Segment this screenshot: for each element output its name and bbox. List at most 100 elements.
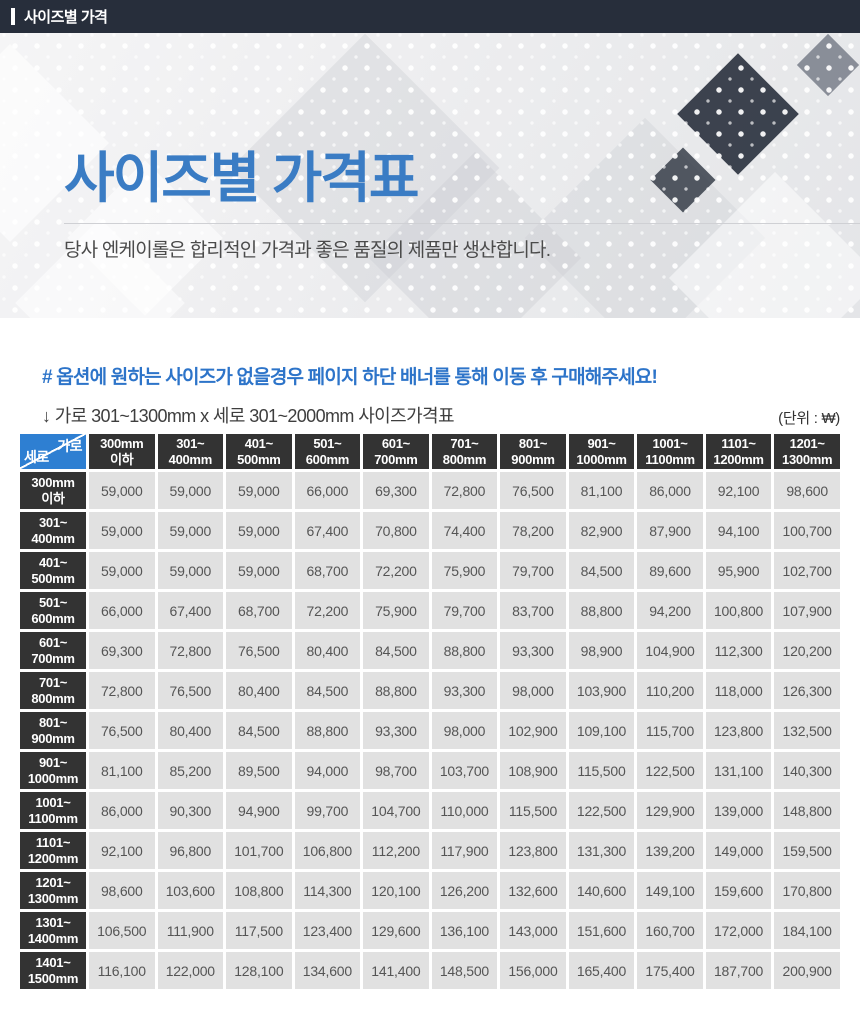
price-cell: 132,500: [774, 712, 840, 749]
price-cell: 84,500: [568, 552, 635, 589]
price-cell: 84,500: [226, 712, 292, 749]
price-cell: 102,900: [500, 712, 566, 749]
price-cell: 67,400: [157, 592, 224, 629]
column-header: 1201~ 1300mm: [774, 434, 840, 469]
title-accent-bar: [11, 8, 15, 25]
price-cell: 94,000: [294, 752, 361, 789]
price-cell: 76,500: [226, 632, 292, 669]
price-cell: 96,800: [157, 832, 224, 869]
price-cell: 94,200: [637, 592, 703, 629]
price-cell: 88,800: [363, 672, 429, 709]
table-row: 1301~ 1400mm 106,500 111,900 117,500 123,400…: [20, 912, 840, 949]
row-header: 1301~ 1400mm: [20, 912, 86, 949]
price-cell: 59,000: [157, 552, 224, 589]
price-cell: 117,500: [226, 912, 292, 949]
price-cell: 104,900: [637, 632, 703, 669]
row-header: 1401~ 1500mm: [20, 952, 86, 989]
column-header: 301~ 400mm: [157, 434, 224, 469]
price-cell: 129,600: [363, 912, 429, 949]
price-cell: 170,800: [774, 872, 840, 909]
column-header: 501~ 600mm: [294, 434, 361, 469]
table-row: 701~ 800mm 72,800 76,500 80,400 84,500 88,800…: [20, 672, 840, 709]
price-cell: 84,500: [363, 632, 429, 669]
column-header: 601~ 700mm: [363, 434, 429, 469]
price-cell: 112,300: [705, 632, 772, 669]
price-cell: 66,000: [89, 592, 155, 629]
column-header: 801~ 900mm: [500, 434, 566, 469]
price-cell: 93,300: [431, 672, 498, 709]
price-cell: 114,300: [294, 872, 361, 909]
price-cell: 76,500: [157, 672, 224, 709]
price-cell: 98,900: [568, 632, 635, 669]
price-cell: 94,900: [226, 792, 292, 829]
row-header: 1201~ 1300mm: [20, 872, 86, 909]
price-cell: 78,200: [500, 512, 566, 549]
price-cell: 89,600: [637, 552, 703, 589]
price-cell: 98,000: [500, 672, 566, 709]
price-cell: 59,000: [89, 512, 155, 549]
row-header: 801~ 900mm: [20, 712, 86, 749]
row-header: 1001~ 1100mm: [20, 792, 86, 829]
price-cell: 159,500: [774, 832, 840, 869]
price-cell: 111,900: [157, 912, 224, 949]
price-cell: 156,000: [500, 952, 566, 989]
price-cell: 86,000: [89, 792, 155, 829]
price-cell: 103,900: [568, 672, 635, 709]
price-cell: 187,700: [705, 952, 772, 989]
price-cell: 116,100: [89, 952, 155, 989]
corner-cell: 가로 세로: [20, 434, 86, 469]
section-title: 사이즈별 가격: [24, 9, 108, 26]
column-header: 401~ 500mm: [226, 434, 292, 469]
row-header: 401~ 500mm: [20, 552, 86, 589]
price-cell: 110,200: [637, 672, 703, 709]
price-cell: 68,700: [226, 592, 292, 629]
table-header-row: 가로 세로 300mm 이하 301~ 400mm 401~ 500mm 501~ 6…: [20, 434, 840, 469]
price-cell: 102,700: [774, 552, 840, 589]
price-cell: 93,300: [500, 632, 566, 669]
price-cell: 109,100: [568, 712, 635, 749]
price-cell: 101,700: [226, 832, 292, 869]
price-cell: 59,000: [226, 552, 292, 589]
price-cell: 126,200: [431, 872, 498, 909]
price-cell: 79,700: [500, 552, 566, 589]
price-cell: 70,800: [363, 512, 429, 549]
table-row: 300mm 이하 59,000 59,000 59,000 66,000 69,300 72…: [20, 472, 840, 509]
diamond-decoration: [796, 33, 860, 97]
price-cell: 122,500: [637, 752, 703, 789]
price-cell: 88,800: [568, 592, 635, 629]
price-cell: 106,500: [89, 912, 155, 949]
price-cell: 122,000: [157, 952, 224, 989]
price-cell: 98,600: [774, 472, 840, 509]
price-cell: 108,900: [500, 752, 566, 789]
price-cell: 98,600: [89, 872, 155, 909]
table-caption: ↓ 가로 301~1300mm x 세로 301~2000mm 사이즈가격표: [42, 406, 455, 426]
hero-content: 사이즈별 가격표 당사 엔케이롤은 합리적인 가격과 좋은 품질의 제품만 생산…: [64, 151, 860, 262]
notice-highlight-text: # 옵션에 원하는 사이즈가 없을경우 페이지 하단 배너를 통해 이동 후 구…: [42, 367, 658, 388]
unit-label: (단위 : ₩): [778, 410, 840, 427]
price-cell: 107,900: [774, 592, 840, 629]
price-cell: 103,600: [157, 872, 224, 909]
price-cell: 106,800: [294, 832, 361, 869]
price-cell: 115,500: [568, 752, 635, 789]
price-cell: 81,100: [89, 752, 155, 789]
price-cell: 67,400: [294, 512, 361, 549]
price-cell: 84,500: [294, 672, 361, 709]
price-cell: 90,300: [157, 792, 224, 829]
price-cell: 131,100: [705, 752, 772, 789]
price-cell: 88,800: [431, 632, 498, 669]
price-cell: 75,900: [431, 552, 498, 589]
price-cell: 139,000: [705, 792, 772, 829]
price-cell: 85,200: [157, 752, 224, 789]
price-cell: 148,800: [774, 792, 840, 829]
price-cell: 59,000: [157, 512, 224, 549]
price-cell: 115,500: [500, 792, 566, 829]
table-row: 601~ 700mm 69,300 72,800 76,500 80,400 84,500…: [20, 632, 840, 669]
row-header: 701~ 800mm: [20, 672, 86, 709]
corner-label-height: 세로: [24, 449, 49, 465]
price-cell: 134,600: [294, 952, 361, 989]
price-cell: 92,100: [705, 472, 772, 509]
column-header: 1001~ 1100mm: [637, 434, 703, 469]
price-cell: 120,100: [363, 872, 429, 909]
price-cell: 80,400: [157, 712, 224, 749]
price-cell: 80,400: [226, 672, 292, 709]
